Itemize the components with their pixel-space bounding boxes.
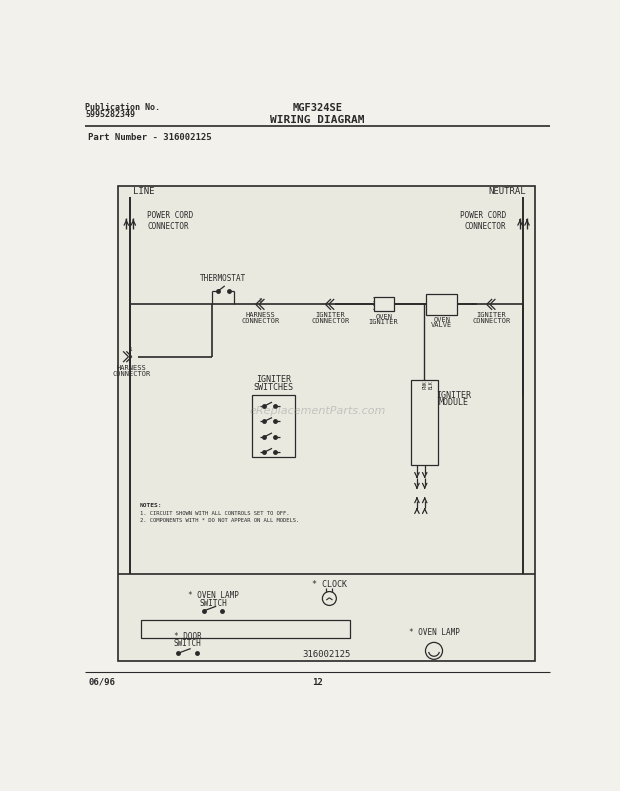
Text: PNK: PNK — [423, 380, 428, 388]
Text: 1. CIRCUIT SHOWN WITH ALL CONTROLS SET TO OFF.: 1. CIRCUIT SHOWN WITH ALL CONTROLS SET T… — [140, 511, 289, 516]
Text: MODULE: MODULE — [438, 399, 468, 407]
Polygon shape — [373, 297, 394, 312]
Text: 1: 1 — [129, 346, 133, 351]
Text: IGNITER: IGNITER — [477, 312, 506, 318]
Text: SWITCHES: SWITCHES — [254, 383, 294, 392]
Text: LINE: LINE — [133, 187, 155, 196]
Text: IGNITER: IGNITER — [436, 391, 471, 399]
Text: NEUTRAL: NEUTRAL — [489, 187, 526, 196]
Text: OVEN: OVEN — [375, 314, 392, 320]
Text: IGNITER: IGNITER — [256, 375, 291, 384]
Text: IGNITER: IGNITER — [316, 312, 345, 318]
Text: Publication No.: Publication No. — [86, 103, 160, 112]
Text: * CLOCK: * CLOCK — [312, 580, 347, 589]
Text: IGNITER: IGNITER — [369, 319, 399, 325]
Text: NOTES:: NOTES: — [140, 503, 162, 508]
Text: CONNECTOR: CONNECTOR — [113, 372, 151, 377]
Text: 316002125: 316002125 — [302, 650, 350, 659]
Text: * OVEN LAMP: * OVEN LAMP — [188, 591, 239, 600]
Text: SWITCH: SWITCH — [199, 599, 227, 607]
Polygon shape — [427, 293, 458, 315]
Text: POWER CORD
CONNECTOR: POWER CORD CONNECTOR — [148, 211, 193, 231]
Text: 2. COMPONENTS WITH * DO NOT APPEAR ON ALL MODELS.: 2. COMPONENTS WITH * DO NOT APPEAR ON AL… — [140, 517, 299, 523]
Text: CONNECTOR: CONNECTOR — [241, 318, 280, 324]
Text: HARNESS: HARNESS — [246, 312, 275, 318]
Text: 06/96: 06/96 — [88, 678, 115, 687]
Text: BLK: BLK — [429, 380, 434, 388]
Text: * DOOR: * DOOR — [174, 631, 202, 641]
Polygon shape — [410, 380, 438, 464]
Text: Part Number - 316002125: Part Number - 316002125 — [88, 134, 212, 142]
Text: CONNECTOR: CONNECTOR — [311, 318, 349, 324]
Polygon shape — [118, 186, 534, 660]
Text: MGF324SE: MGF324SE — [293, 103, 343, 112]
Text: 5995282349: 5995282349 — [86, 109, 135, 119]
Text: POWER CORD
CONNECTOR: POWER CORD CONNECTOR — [460, 211, 506, 231]
Text: CONNECTOR: CONNECTOR — [472, 318, 510, 324]
Text: 12: 12 — [312, 678, 323, 687]
Text: 2: 2 — [259, 298, 263, 303]
Text: HARNESS: HARNESS — [117, 365, 146, 371]
Text: WIRING DIAGRAM: WIRING DIAGRAM — [270, 115, 365, 125]
Text: eReplacementParts.com: eReplacementParts.com — [250, 406, 386, 415]
Text: VALVE: VALVE — [431, 322, 453, 328]
Text: SWITCH: SWITCH — [174, 639, 202, 649]
Text: OVEN: OVEN — [433, 316, 450, 323]
Text: * OVEN LAMP: * OVEN LAMP — [409, 628, 459, 637]
Text: THERMOSTAT: THERMOSTAT — [200, 274, 246, 283]
